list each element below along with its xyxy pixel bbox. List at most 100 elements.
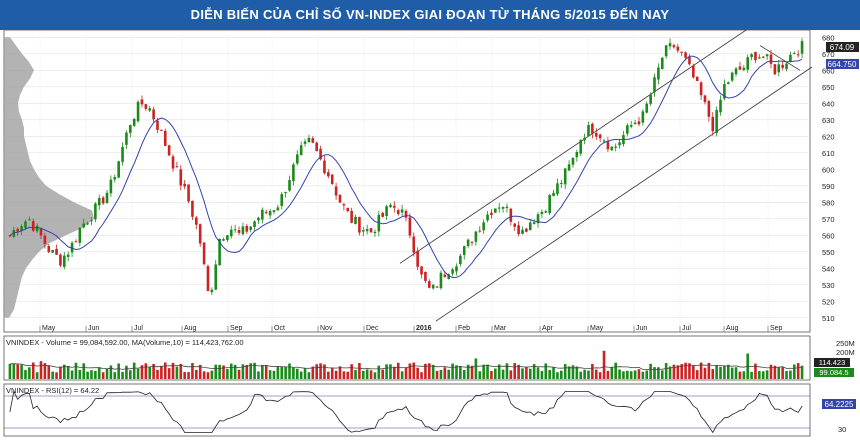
volume-bar: [311, 366, 315, 379]
volume-bar: [299, 371, 303, 379]
price-tick-label: 630: [822, 116, 835, 125]
candle-body: [78, 227, 82, 243]
candle-body: [800, 41, 804, 54]
candle-body: [781, 64, 784, 68]
candle-body: [284, 192, 287, 194]
volume-last-box: [814, 368, 854, 377]
volume-bar: [229, 363, 233, 379]
candle-body: [742, 67, 746, 71]
volume-bar: [540, 371, 544, 379]
volume-ma-box: [814, 358, 850, 367]
candle-body: [20, 226, 23, 231]
volume-bar: [295, 368, 299, 379]
volume-bar: [59, 366, 62, 379]
candle-body: [167, 145, 171, 156]
volume-bar: [35, 372, 39, 379]
volume-bar: [16, 364, 20, 379]
candle-body: [171, 156, 175, 169]
volume-bar: [684, 362, 687, 379]
volume-bar: [346, 371, 350, 379]
volume-bar: [327, 371, 330, 379]
volume-bar: [571, 365, 575, 379]
volume-bar: [183, 372, 186, 379]
candle-body: [175, 166, 179, 168]
ma-value-box: [826, 59, 859, 69]
candle-body: [214, 264, 218, 290]
profile-shape: [4, 37, 94, 318]
candle-body: [90, 220, 93, 222]
candle-body: [653, 77, 656, 93]
volume-bar: [218, 364, 221, 379]
volume-bar: [268, 370, 272, 379]
volume-bar: [284, 366, 287, 379]
volume-bar: [381, 369, 385, 379]
volume-bar: [750, 371, 753, 379]
candle-body: [222, 239, 225, 241]
volume-bar: [439, 369, 443, 379]
volume-bar: [66, 366, 70, 379]
volume-bar: [136, 368, 140, 379]
candle-body: [55, 248, 58, 255]
volume-bar: [78, 370, 82, 379]
candle-body: [579, 139, 583, 154]
volume-bar: [187, 372, 190, 379]
candle-body: [692, 65, 695, 78]
candle-body: [521, 229, 524, 234]
candle-body: [35, 225, 39, 232]
volume-bar: [497, 364, 501, 379]
volume-bar: [544, 363, 548, 379]
volume-bar: [490, 371, 493, 379]
candle-body: [754, 52, 757, 61]
volume-bar: [765, 370, 769, 379]
candle-body: [637, 121, 641, 125]
candle-body: [412, 236, 416, 253]
volume-bar: [486, 364, 489, 379]
candle-body: [451, 269, 454, 274]
candle-body: [125, 132, 128, 145]
candle-body: [486, 214, 489, 221]
month-label: Jun: [88, 325, 99, 332]
candle-body: [303, 141, 307, 144]
month-label: 2016: [416, 325, 432, 332]
candle-body: [191, 200, 194, 217]
volume-bar: [82, 363, 86, 379]
candle-body: [31, 221, 35, 231]
volume-bar: [257, 371, 260, 379]
candle-body: [594, 133, 598, 137]
volume-bar: [742, 371, 746, 379]
volume-bar: [494, 368, 497, 379]
volume-bar: [781, 367, 784, 379]
candle-body: [51, 249, 54, 253]
candle-body: [583, 137, 586, 141]
volume-bar: [602, 350, 606, 379]
volume-bar: [253, 362, 256, 379]
price-tick-label: 640: [822, 99, 835, 108]
volume-bar: [373, 372, 377, 379]
candle-body: [765, 54, 769, 57]
candle-body: [369, 228, 373, 233]
volume-bar: [509, 370, 513, 379]
volume-bar: [758, 371, 761, 379]
candle-body: [105, 192, 109, 204]
candle-body: [202, 242, 206, 265]
volume-bar: [245, 364, 249, 379]
candle-body: [645, 103, 649, 113]
volume-bar: [125, 365, 128, 379]
volume-bar: [261, 364, 264, 379]
candle-body: [132, 118, 136, 126]
volume-bar: [303, 368, 307, 379]
candle-body: [785, 63, 788, 70]
price-tick-label: 550: [822, 248, 835, 257]
candle-body: [59, 254, 62, 266]
volume-bar: [179, 363, 183, 379]
candle-body: [12, 230, 16, 237]
candle-body: [789, 54, 792, 62]
volume-bar: [385, 364, 388, 379]
volume-bar: [361, 370, 365, 379]
candle-body: [707, 101, 711, 117]
candle-body: [567, 164, 571, 171]
candle-body: [338, 194, 342, 203]
candle-body: [427, 281, 431, 288]
volume-bar: [171, 362, 175, 379]
volume-bar: [31, 362, 35, 379]
